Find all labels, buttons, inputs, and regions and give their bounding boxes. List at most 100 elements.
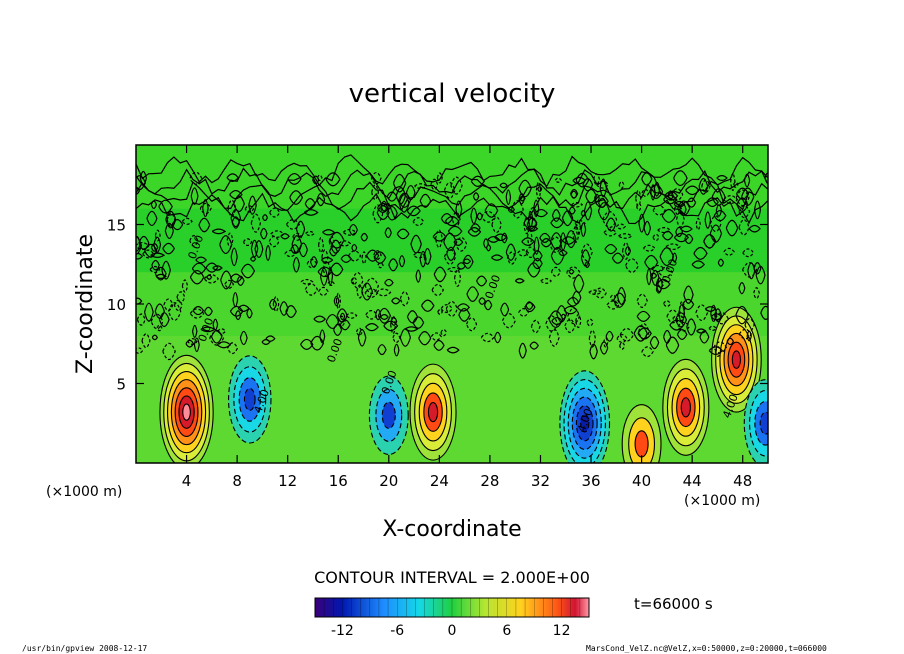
contour-squiggle <box>594 194 609 208</box>
contour-squiggle <box>638 323 650 341</box>
contour-squiggle <box>556 305 568 323</box>
contour-squiggle <box>675 226 684 238</box>
contour-squiggle <box>185 339 195 348</box>
contour-squiggle <box>305 230 316 237</box>
contour-squiggle <box>260 227 268 240</box>
contour-squiggle <box>325 172 341 187</box>
contour-squiggle <box>655 277 663 293</box>
contour-squiggle <box>384 278 394 287</box>
contour-squiggle <box>155 273 167 279</box>
contour-squiggle <box>136 241 150 250</box>
contour-squiggle <box>641 346 654 358</box>
contour-ring <box>680 397 691 418</box>
contour-squiggle <box>505 243 517 261</box>
y-tick-label: 5 <box>116 376 126 394</box>
contour-squiggle <box>661 208 677 223</box>
contour-squiggle <box>532 250 543 262</box>
contour-squiggle <box>551 316 563 326</box>
contour-squiggle <box>237 304 250 312</box>
contour-squiggle <box>540 278 552 284</box>
contour-squiggle <box>310 256 318 268</box>
contour-squiggle <box>198 217 211 233</box>
contour-squiggle <box>304 283 319 296</box>
contour-squiggle <box>708 325 718 331</box>
contour-squiggle <box>588 329 597 348</box>
contour-squiggle <box>558 249 568 257</box>
contour-squiggle <box>290 244 300 254</box>
contour-squiggle <box>150 313 164 330</box>
plot-area: 0.004.000.000.000.004.000.004.000.00 <box>135 144 769 464</box>
contour-squiggle <box>618 181 625 189</box>
contour-squiggle <box>181 279 189 293</box>
contour-squiggle <box>272 296 280 312</box>
contour-squiggle <box>361 282 373 301</box>
y-axis-label: Z-coordinate <box>73 234 98 374</box>
contour-squiggle <box>351 272 364 289</box>
contour-squiggle <box>193 337 200 353</box>
contour-squiggle <box>472 192 480 201</box>
contour-squiggle <box>530 319 541 334</box>
contour-squiggle <box>339 312 346 321</box>
contour-squiggle <box>151 334 158 341</box>
contour-squiggle <box>568 268 575 275</box>
contour-squiggle <box>709 224 723 243</box>
contour-squiggle <box>703 234 717 249</box>
contour-squiggle <box>683 285 694 304</box>
contour-squiggle <box>376 288 392 297</box>
chart-title: vertical velocity <box>349 79 556 109</box>
contour-squiggle <box>611 252 624 264</box>
contour-squiggle <box>440 328 448 337</box>
contour-squiggle <box>709 215 722 233</box>
contour-squiggle <box>361 251 367 265</box>
contour-squiggle <box>717 258 725 267</box>
contour-squiggle <box>589 343 598 360</box>
contour-squiggle <box>166 212 176 228</box>
contour-squiggle <box>658 267 674 278</box>
contour-squiggle <box>485 244 492 252</box>
contour-squiggle <box>390 315 397 335</box>
y-tick-label: 10 <box>107 296 126 314</box>
contour-squiggle <box>165 210 177 229</box>
contour-squiggle <box>319 329 326 344</box>
contour-squiggle <box>667 190 674 201</box>
contour-squiggle <box>584 261 591 268</box>
contour-squiggle <box>234 310 242 321</box>
contour-squiggle <box>662 230 674 241</box>
contour-squiggle <box>412 217 425 227</box>
contour-squiggle <box>480 332 495 343</box>
contour-squiggle <box>393 343 400 357</box>
contour-squiggle <box>242 238 253 247</box>
colorbar-tick-label: 12 <box>553 623 571 639</box>
contour-squiggle <box>693 246 708 260</box>
contour-squiggle <box>239 330 248 346</box>
contour-squiggle <box>440 213 454 225</box>
contour-squiggle <box>713 210 727 222</box>
contour-squiggle <box>499 182 508 189</box>
contour-squiggle <box>691 260 705 269</box>
contour-squiggle <box>230 208 242 228</box>
contour-squiggle <box>168 302 182 321</box>
contour-squiggle <box>210 329 223 344</box>
contour-squiggle <box>328 246 339 257</box>
contour-squiggle <box>313 315 327 323</box>
contour-squiggle <box>216 341 232 349</box>
contour-squiggle <box>484 203 499 218</box>
contour-squiggle <box>392 173 407 193</box>
contour-squiggle <box>150 243 159 252</box>
contour-squiggle <box>432 231 447 242</box>
colorbar-frame <box>314 597 590 618</box>
contour-squiggle <box>672 252 678 263</box>
x-tick-label: 12 <box>278 472 297 490</box>
contour-squiggle <box>345 312 358 319</box>
contour-squiggle <box>548 328 560 347</box>
contour-squiggle <box>316 192 326 207</box>
contour-squiggle <box>742 262 758 278</box>
contour-squiggle <box>149 265 161 274</box>
contour-squiggle <box>738 282 746 295</box>
contour-squiggle <box>636 293 648 308</box>
contour-squiggle <box>261 339 271 345</box>
contour-ring <box>182 403 191 421</box>
contour-squiggle <box>337 315 346 327</box>
contour-squiggle <box>676 329 688 340</box>
contour-squiggle <box>219 235 233 255</box>
